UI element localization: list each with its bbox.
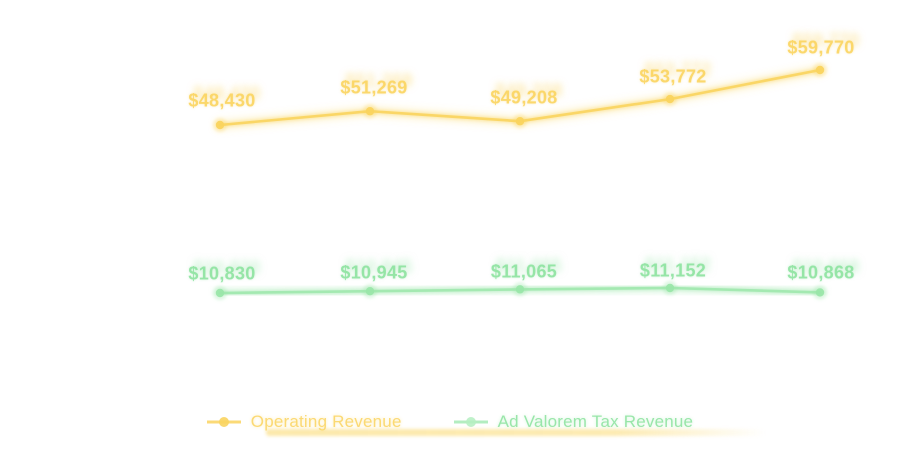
data-point[interactable]	[215, 288, 225, 298]
data-point[interactable]	[515, 285, 525, 294]
data-point[interactable]	[365, 107, 375, 116]
data-point[interactable]	[365, 287, 375, 296]
legend-item-ad-valorem-tax-revenue[interactable]: Ad Valorem Tax Revenue	[453, 412, 694, 432]
line-series-marker-icon	[453, 415, 488, 429]
data-point[interactable]	[815, 65, 825, 75]
legend-label: Ad Valorem Tax Revenue	[497, 412, 694, 431]
legend-label: Operating Revenue	[250, 412, 402, 431]
data-point[interactable]	[215, 120, 225, 130]
legend-item-operating-revenue[interactable]: Operating Revenue	[206, 412, 402, 432]
data-point[interactable]	[665, 283, 675, 293]
legend: Operating Revenue Ad Valorem Tax Revenue	[0, 412, 900, 432]
data-point[interactable]	[665, 94, 675, 104]
line-series-marker-icon	[206, 415, 241, 429]
data-point[interactable]	[515, 117, 525, 126]
data-point[interactable]	[815, 288, 825, 297]
